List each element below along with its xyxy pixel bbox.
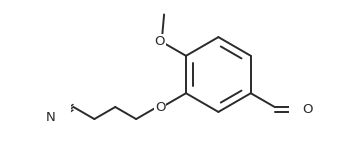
Text: N: N (45, 111, 55, 124)
Text: O: O (155, 101, 165, 114)
Text: O: O (302, 103, 313, 116)
Text: O: O (154, 35, 165, 48)
